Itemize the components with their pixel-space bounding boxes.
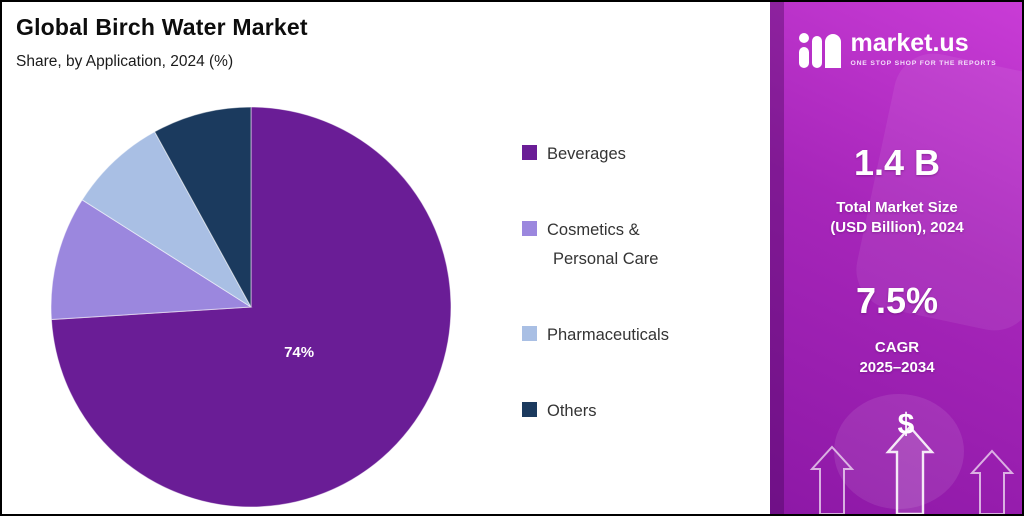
page-title: Global Birch Water Market bbox=[16, 14, 308, 40]
chart-subtitle: Share, by Application, 2024 (%) bbox=[16, 53, 234, 70]
legend-label-others: Others bbox=[547, 401, 597, 420]
brand-text: market.us ONE STOP SHOP FOR THE REPORTS bbox=[850, 29, 997, 68]
legend-item-pharmaceuticals: Pharmaceuticals bbox=[522, 321, 669, 351]
pie-slice-pharmaceuticals bbox=[81, 131, 252, 308]
brand-panel: market.us ONE STOP SHOP FOR THE REPORTS … bbox=[770, 2, 1022, 514]
cagr-label-line2: 2025–2034 bbox=[859, 359, 935, 377]
brand-name: market.us bbox=[850, 29, 969, 57]
pie-slice-cosmetics-personal-care bbox=[50, 199, 253, 321]
market-size-label-line2: (USD Billion), 2024 bbox=[830, 219, 964, 237]
cagr-value: 7.5% bbox=[855, 280, 939, 321]
chart-header: Global Birch Water Market Share, by Appl… bbox=[16, 14, 308, 71]
market-size-label: Total Market Size (USD Billion), 2024 bbox=[770, 198, 1022, 239]
brand-block: market.us ONE STOP SHOP FOR THE REPORTS bbox=[770, 28, 1022, 70]
pie-chart: 74% bbox=[46, 102, 456, 512]
legend-label-pharmaceuticals: Pharmaceuticals bbox=[547, 326, 669, 345]
legend-item-others: Others bbox=[522, 397, 669, 427]
legend-label-beverages: Beverages bbox=[547, 145, 626, 163]
brand-tagline: ONE STOP SHOP FOR THE REPORTS bbox=[850, 60, 997, 67]
panel-left-strip bbox=[770, 2, 784, 514]
pie-slice-others bbox=[153, 106, 252, 308]
market-size-label-line1: Total Market Size bbox=[836, 199, 958, 216]
legend-swatch-others bbox=[522, 401, 537, 417]
cagr-label: CAGR 2025–2034 bbox=[770, 338, 1022, 379]
dollar-icon: $ bbox=[897, 408, 915, 441]
legend-swatch-beverages bbox=[522, 145, 537, 160]
market-size-value: 1.4 B bbox=[853, 142, 941, 183]
legend-item-cosmetics-personal-care: Cosmetics & Personal Care bbox=[522, 216, 669, 275]
legend: Beverages Cosmetics & Personal Care Pharmac… bbox=[522, 140, 669, 426]
legend-label-cosmetics-personal-care: Cosmetics & Personal Care bbox=[547, 220, 659, 269]
pie-chart-svg: 74% bbox=[50, 106, 452, 508]
legend-item-beverages: Beverages bbox=[522, 140, 669, 170]
panel-cup-image bbox=[834, 394, 964, 509]
legend-swatch-pharmaceuticals bbox=[522, 326, 537, 342]
marketus-logo-icon bbox=[799, 33, 842, 68]
pie-slice-percent-label: 74% bbox=[284, 344, 314, 361]
growth-arrows-icon bbox=[809, 425, 1015, 514]
legend-swatch-cosmetics-personal-care bbox=[522, 220, 537, 236]
cagr-label-line1: CAGR bbox=[874, 339, 920, 356]
